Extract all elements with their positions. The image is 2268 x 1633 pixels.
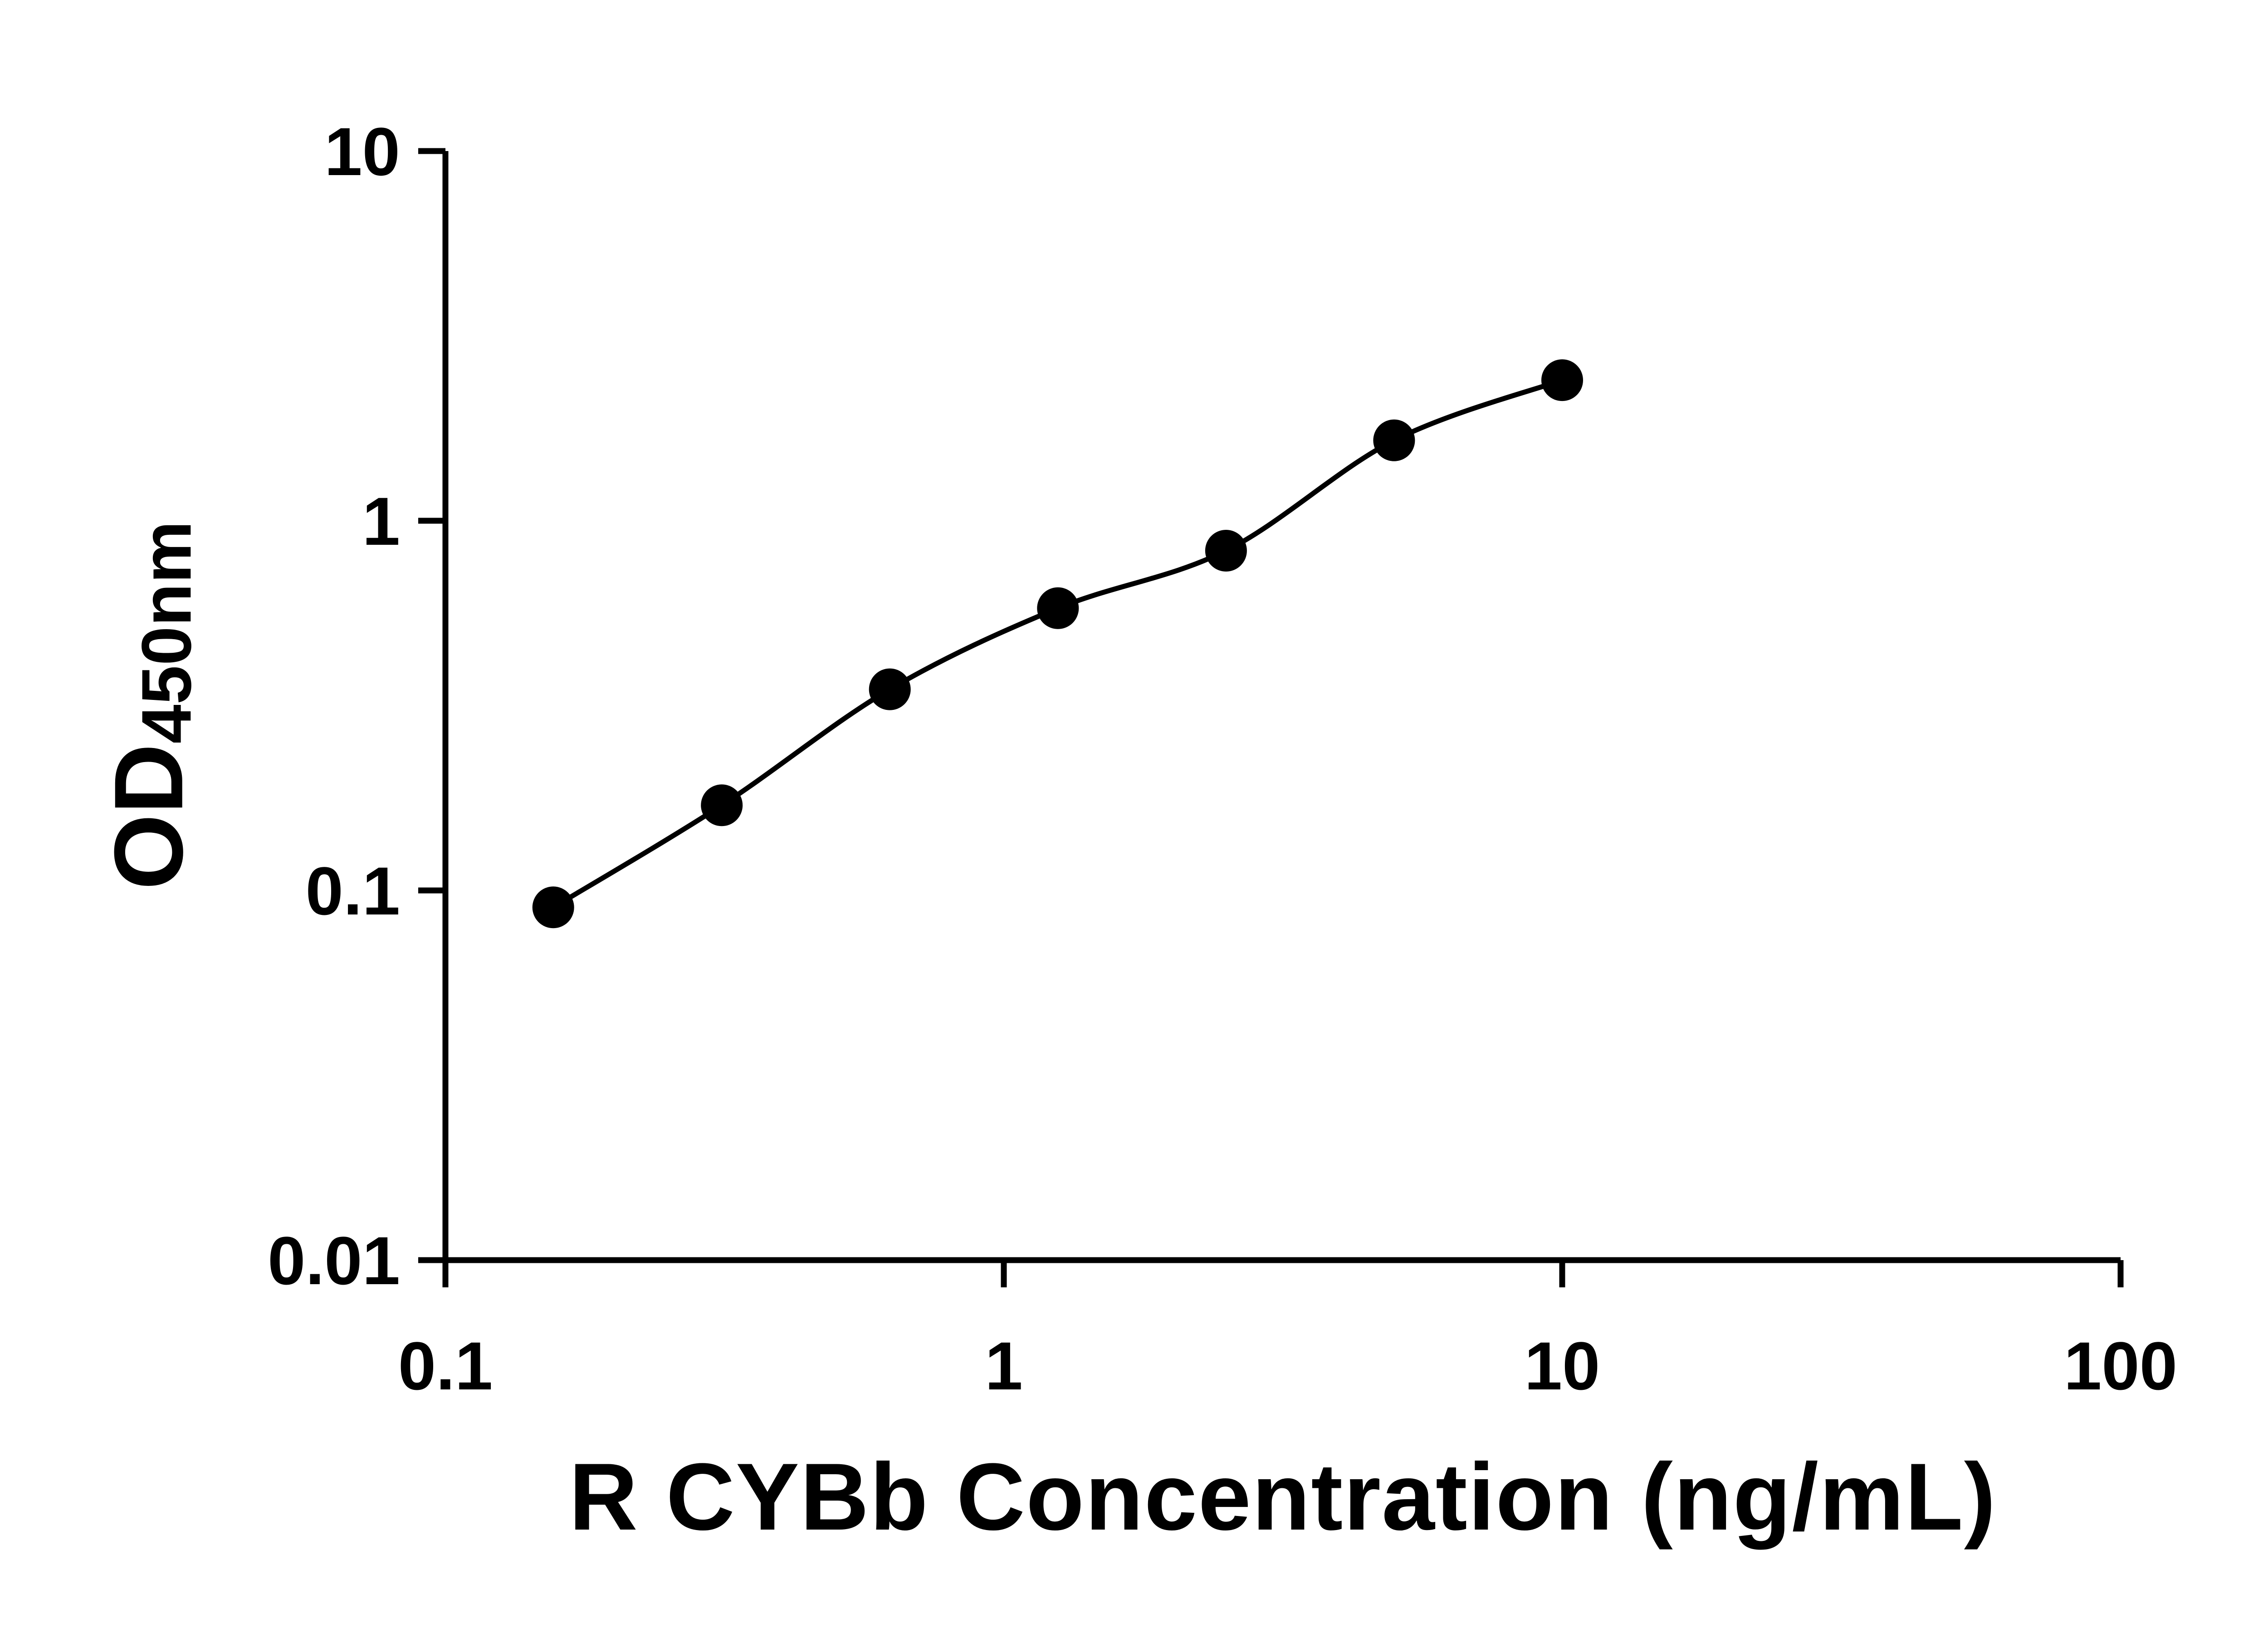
x-axis-tick-label: 10 — [1525, 1328, 1600, 1404]
x-axis-tick-label: 100 — [2064, 1328, 2177, 1404]
data-point-marker — [1205, 530, 1247, 572]
y-axis-tick-label: 0.1 — [305, 853, 400, 929]
standard-curve-line — [552, 377, 1563, 910]
x-axis-tick-label: 1 — [985, 1328, 1022, 1404]
data-point-marker — [869, 668, 911, 710]
y-axis-title-subscript: 450nm — [127, 521, 206, 744]
y-axis-tick-label: 10 — [324, 113, 400, 190]
x-axis-title: R CYBb Concentration (ng/mL) — [569, 1443, 1997, 1550]
data-point-marker — [532, 886, 574, 929]
y-axis-tick-label: 0.01 — [268, 1222, 400, 1299]
data-point-marker — [1373, 419, 1415, 461]
data-point-marker — [701, 784, 743, 826]
data-point-marker — [1037, 587, 1079, 629]
y-axis-title: OD450nm — [93, 521, 207, 890]
y-axis-tick-label: 1 — [362, 483, 400, 559]
x-axis-tick-label: 0.1 — [398, 1328, 493, 1404]
y-axis-title-main: OD — [93, 743, 203, 890]
data-point-marker — [1541, 359, 1583, 401]
